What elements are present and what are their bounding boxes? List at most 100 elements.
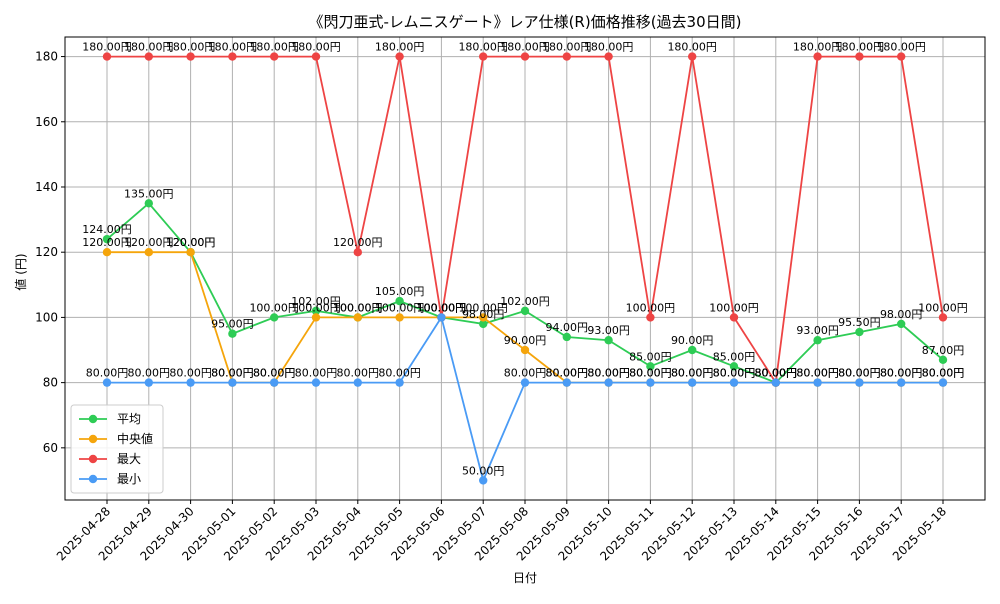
data-point [395,52,404,61]
data-label: 95.50円 [838,316,881,329]
data-point [813,378,822,387]
data-label: 180.00円 [793,41,843,54]
data-point [395,313,404,322]
data-point [938,378,948,387]
data-point [144,247,153,257]
data-label: 180.00円 [458,41,508,54]
data-point [604,336,613,345]
series-2 [102,52,948,387]
data-label: 180.00円 [542,41,592,54]
data-label: 80.00円 [253,367,296,380]
data-label: 80.00円 [671,367,714,380]
data-label: 80.00円 [838,367,881,380]
data-label: 100.00円 [417,301,467,314]
data-point [688,52,697,61]
data-label: 80.00円 [211,367,254,380]
data-label: 180.00円 [876,41,926,54]
data-label: 93.00円 [796,324,839,337]
data-point [186,247,195,257]
data-point [520,52,530,61]
data-label: 80.00円 [922,367,965,380]
data-label: 90.00円 [504,334,547,347]
data-label: 80.00円 [880,367,923,380]
data-point [479,476,488,485]
data-label: 124.00円 [82,223,132,236]
data-label: 80.00円 [128,367,171,380]
data-label: 80.00円 [755,367,798,380]
data-label: 80.00円 [169,367,212,380]
data-label: 180.00円 [82,41,132,54]
data-label: 94.00円 [546,321,589,334]
data-label: 50.00円 [462,464,505,477]
legend-label: 最大 [117,452,141,466]
data-label: 100.00円 [291,301,341,314]
legend-marker [88,474,98,484]
data-label: 80.00円 [713,367,756,380]
legend-label: 最小 [117,472,141,486]
y-tick-label: 160 [35,115,58,129]
data-label: 80.00円 [671,367,714,380]
data-point [688,378,697,387]
data-point [646,378,655,387]
data-label: 100.00円 [417,301,467,314]
data-label: 180.00円 [667,41,717,54]
data-label: 80.00円 [504,367,547,380]
data-point [144,378,153,387]
data-point [855,378,864,387]
data-label: 80.00円 [587,367,630,380]
data-label: 180.00円 [584,41,634,54]
data-point [353,313,362,322]
data-point [311,306,321,316]
data-point [311,378,321,387]
data-point [729,378,739,387]
legend-label: 中央値 [117,431,153,446]
data-point [479,313,488,322]
data-label: 98.00円 [462,308,505,321]
data-label: 100.00円 [626,301,676,314]
data-point [228,378,237,387]
y-tick-label: 100 [35,310,58,324]
legend-marker [88,454,98,464]
data-point [270,313,279,322]
data-point [144,52,153,61]
data-label: 80.00円 [587,367,630,380]
data-label: 95.00円 [211,318,254,331]
data-label: 80.00円 [211,367,254,380]
data-label: 80.00円 [796,367,839,380]
data-point [520,306,530,316]
data-point [270,378,279,387]
data-point [102,378,112,387]
data-point [604,52,613,61]
data-label: 93.00円 [587,324,630,337]
data-point [353,247,362,257]
data-point [688,345,697,355]
data-point [102,234,112,244]
data-label: 120.00円 [124,236,174,249]
data-label: 80.00円 [880,367,923,380]
data-point [897,378,906,387]
data-label: 100.00円 [375,301,425,314]
data-label: 100.00円 [709,301,759,314]
data-label: 100.00円 [918,301,968,314]
data-label: 80.00円 [546,367,589,380]
data-label: 180.00円 [291,41,341,54]
data-point [771,378,780,387]
data-label: 80.00円 [337,367,380,380]
data-point [604,378,613,387]
data-label: 100.00円 [333,301,383,314]
data-label: 80.00円 [713,367,756,380]
series-3 [102,313,948,485]
data-point [897,52,906,61]
legend-marker [88,414,98,424]
data-label: 80.00円 [295,367,338,380]
y-tick-label: 140 [35,180,58,194]
data-point [395,378,404,387]
y-tick-label: 180 [35,50,58,64]
data-label: 80.00円 [755,367,798,380]
data-label: 180.00円 [500,41,550,54]
legend-label: 平均 [117,412,141,426]
x-axis-label: 日付 [513,571,537,585]
